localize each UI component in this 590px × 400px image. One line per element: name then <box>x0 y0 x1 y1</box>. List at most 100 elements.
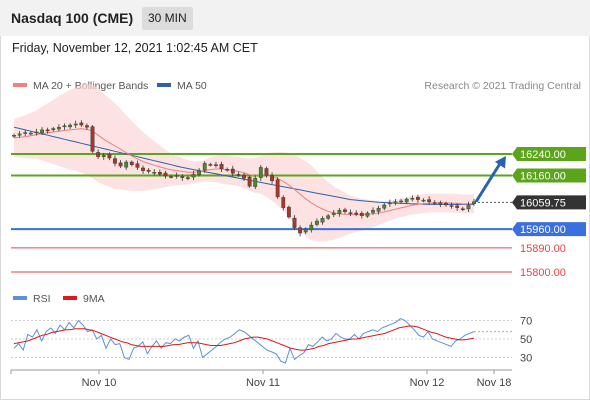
price-label-support: 15960.00 <box>520 224 566 236</box>
candle-body <box>460 208 465 210</box>
rsi-tick-label: 70 <box>520 316 532 328</box>
projection-arrow-shaft <box>474 161 503 203</box>
price-tag-last <box>512 195 586 210</box>
price-label-target: 15800.00 <box>520 267 566 279</box>
candle-body <box>331 212 336 215</box>
rsi-tick-label: 50 <box>520 334 532 346</box>
candle-body <box>472 201 476 205</box>
chart-header: Nasdaq 100 (CME) 30 MIN <box>0 0 590 36</box>
candle-body <box>186 177 190 179</box>
candle-body <box>163 172 168 177</box>
bollinger-band <box>14 83 474 242</box>
candle-body <box>427 199 432 202</box>
research-credit: Research © 2021 Trading Central <box>424 80 581 92</box>
candle-body <box>393 201 398 204</box>
price-label-last: 16059.75 <box>520 197 566 209</box>
candle-body <box>404 198 409 203</box>
candle-body <box>202 163 207 171</box>
candle-body <box>298 227 302 234</box>
9ma-swatch <box>63 296 77 301</box>
candle-body <box>466 204 471 210</box>
candle-body <box>79 122 84 126</box>
candle-body <box>68 124 72 128</box>
legend-rsi-label: RSI <box>33 293 51 305</box>
x-tick-label: Nov 11 <box>246 377 280 389</box>
candle-body <box>214 164 218 166</box>
candle-body <box>157 172 162 175</box>
candle-body <box>56 126 61 130</box>
candle-body <box>129 161 134 165</box>
candle-body <box>410 198 415 200</box>
candle-body <box>416 196 420 200</box>
legend-9ma: 9MA <box>63 293 105 305</box>
x-tick-label: Nov 18 <box>477 377 512 389</box>
projection-arrow-head <box>494 156 506 169</box>
candle-body <box>152 172 157 174</box>
price-label-resistance: 16240.00 <box>520 149 566 161</box>
candle-body <box>449 205 454 207</box>
candle-body <box>191 173 196 178</box>
candle-body <box>275 179 280 198</box>
candle-body <box>34 131 39 134</box>
candle-body <box>286 206 291 218</box>
candle-body <box>320 218 325 223</box>
x-tick-label: Nov 12 <box>410 377 445 389</box>
candle-body <box>17 133 22 136</box>
candle-body <box>51 128 56 131</box>
legend-ma50: MA 50 <box>157 80 207 92</box>
candle-body <box>343 209 347 212</box>
candle-body <box>101 155 106 157</box>
candle-body <box>135 163 140 168</box>
ma20-swatch <box>13 83 27 88</box>
rsi-line <box>13 318 475 364</box>
candle-body <box>85 125 89 128</box>
candle-body <box>124 161 129 168</box>
candle-body <box>169 176 173 178</box>
candle-body <box>242 174 246 179</box>
instrument-title: Nasdaq 100 (CME) <box>11 10 134 26</box>
candle-body <box>438 202 443 205</box>
candle-body <box>399 200 403 203</box>
candle-body <box>62 125 67 128</box>
candle-body <box>45 129 50 132</box>
candle-body <box>371 210 375 213</box>
candle-body <box>309 224 314 230</box>
candle-body <box>208 164 213 166</box>
price-label-resistance: 16160.00 <box>520 170 566 182</box>
candle-body <box>281 197 286 208</box>
candle-body <box>258 167 263 178</box>
candles <box>12 120 476 237</box>
candle-body <box>28 132 33 135</box>
candle-body <box>432 202 437 205</box>
candle-body <box>219 163 224 169</box>
price-tag-support <box>512 222 586 237</box>
price-tag-resistance <box>512 168 586 183</box>
candle-body <box>197 170 202 175</box>
candle-body <box>264 168 269 176</box>
candle-body <box>12 135 16 137</box>
candle-body <box>365 212 370 217</box>
candle-body <box>444 203 448 206</box>
candle-body <box>421 199 426 202</box>
candle-body <box>326 215 331 219</box>
candle-body <box>73 123 78 126</box>
candle-body <box>90 126 95 152</box>
candle-body <box>315 220 319 225</box>
candle-body <box>141 167 145 171</box>
candle-body <box>253 177 258 187</box>
candle-body <box>337 210 342 214</box>
candle-body <box>180 176 185 178</box>
timeframe-badge[interactable]: 30 MIN <box>142 7 193 30</box>
rsi-tick-label: 30 <box>520 353 532 365</box>
price-label-target: 15890.00 <box>520 243 566 255</box>
x-tick-label: Nov 10 <box>82 377 117 389</box>
rsi-swatch <box>13 296 27 301</box>
candle-body <box>376 207 381 212</box>
candle-body <box>354 212 359 215</box>
ma50-swatch <box>157 83 171 88</box>
candle-body <box>236 174 241 176</box>
candle-body <box>23 132 28 134</box>
candle-body <box>348 212 353 214</box>
candle-body <box>174 175 179 177</box>
